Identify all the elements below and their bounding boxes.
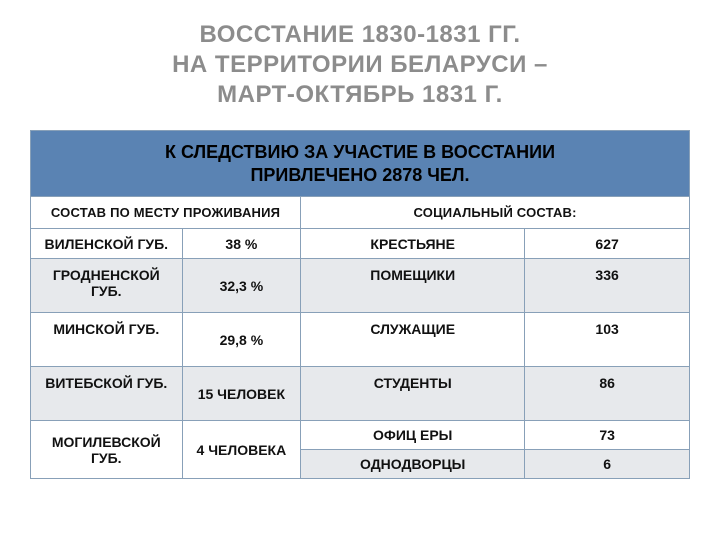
banner-line-1: К СЛЕДСТВИЮ ЗА УЧАСТИЕ В ВОССТАНИИ	[165, 142, 555, 162]
region-value-cell: 15 ЧЕЛОВЕК	[182, 367, 301, 421]
region-value-cell: 32,3 %	[182, 259, 301, 313]
social-value-cell: 86	[525, 367, 690, 421]
slide-title: ВОССТАНИЕ 1830-1831 ГГ. НА ТЕРРИТОРИИ БЕ…	[30, 20, 690, 110]
banner-cell: К СЛЕДСТВИЮ ЗА УЧАСТИЕ В ВОССТАНИИ ПРИВЛ…	[31, 131, 690, 197]
subheader-right: СОЦИАЛЬНЫЙ СОСТАВ:	[301, 197, 690, 229]
title-line-1: ВОССТАНИЕ 1830-1831 ГГ.	[199, 21, 520, 48]
social-cell: ПОМЕЩИКИ	[301, 259, 525, 313]
region-cell: ВИЛЕНСКОЙ ГУБ.	[31, 229, 183, 259]
region-cell: МОГИЛЕВСКОЙ ГУБ.	[31, 421, 183, 479]
social-cell: КРЕСТЬЯНЕ	[301, 229, 525, 259]
region-cell: МИНСКОЙ ГУБ.	[31, 313, 183, 367]
region-value-cell: 29,8 %	[182, 313, 301, 367]
region-value-cell: 38 %	[182, 229, 301, 259]
social-value-cell: 627	[525, 229, 690, 259]
table-row: ВИТЕБСКОЙ ГУБ. 15 ЧЕЛОВЕК СТУДЕНТЫ 86	[31, 367, 690, 421]
region-cell: ГРОДНЕНСКОЙ ГУБ.	[31, 259, 183, 313]
social-cell: СЛУЖАЩИЕ	[301, 313, 525, 367]
subheader-row: СОСТАВ ПО МЕСТУ ПРОЖИВАНИЯ СОЦИАЛЬНЫЙ СО…	[31, 197, 690, 229]
social-cell: СТУДЕНТЫ	[301, 367, 525, 421]
table-row: ГРОДНЕНСКОЙ ГУБ. 32,3 % ПОМЕЩИКИ 336	[31, 259, 690, 313]
social-cell: ОФИЦ ЕРЫ	[301, 421, 525, 450]
social-value-cell: 73	[525, 421, 690, 450]
table-row: МОГИЛЕВСКОЙ ГУБ. 4 ЧЕЛОВЕКА ОФИЦ ЕРЫ 73	[31, 421, 690, 450]
subheader-left: СОСТАВ ПО МЕСТУ ПРОЖИВАНИЯ	[31, 197, 301, 229]
title-line-3: МАРТ-ОКТЯБРЬ 1831 Г.	[217, 81, 503, 108]
social-cell: ОДНОДВОРЦЫ	[301, 450, 525, 479]
region-value-cell: 4 ЧЕЛОВЕКА	[182, 421, 301, 479]
banner-line-2: ПРИВЛЕЧЕНО 2878 ЧЕЛ.	[250, 165, 469, 185]
social-value-cell: 336	[525, 259, 690, 313]
table-row: ВИЛЕНСКОЙ ГУБ. 38 % КРЕСТЬЯНЕ 627	[31, 229, 690, 259]
region-cell: ВИТЕБСКОЙ ГУБ.	[31, 367, 183, 421]
social-value-cell: 6	[525, 450, 690, 479]
table-row: МИНСКОЙ ГУБ. 29,8 % СЛУЖАЩИЕ 103	[31, 313, 690, 367]
social-value-cell: 103	[525, 313, 690, 367]
banner-row: К СЛЕДСТВИЮ ЗА УЧАСТИЕ В ВОССТАНИИ ПРИВЛ…	[31, 131, 690, 197]
title-line-2: НА ТЕРРИТОРИИ БЕЛАРУСИ –	[172, 51, 548, 78]
data-table: К СЛЕДСТВИЮ ЗА УЧАСТИЕ В ВОССТАНИИ ПРИВЛ…	[30, 130, 690, 479]
